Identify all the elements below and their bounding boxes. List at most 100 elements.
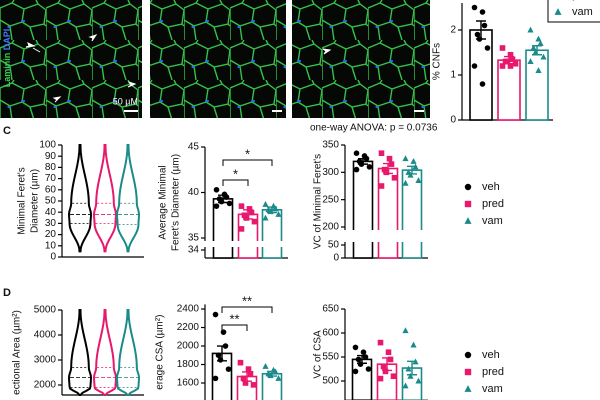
y-tick-label: 3000 <box>34 355 57 366</box>
point <box>410 158 417 164</box>
point <box>262 200 269 207</box>
y-tick-label: 500 <box>322 376 339 387</box>
y-tick-label: 350 <box>322 140 339 151</box>
y-tick-label: 550 <box>322 352 339 363</box>
point <box>212 311 219 318</box>
micrograph <box>292 0 430 118</box>
point <box>365 366 372 372</box>
point <box>464 351 472 359</box>
legend-label: vam <box>482 383 503 395</box>
y-tick-label: 1800 <box>177 359 200 370</box>
point <box>481 22 488 29</box>
point <box>471 4 478 11</box>
bar <box>497 59 521 121</box>
point <box>262 214 269 221</box>
violin <box>93 144 117 253</box>
point <box>407 171 414 178</box>
point <box>535 35 542 42</box>
point <box>464 200 472 208</box>
point <box>385 349 392 355</box>
y-tick-label: 20 <box>45 229 57 240</box>
significance-bracket <box>221 324 248 331</box>
point <box>405 365 412 372</box>
anova-note: one-way ANOVA: p = 0.0736 <box>310 123 438 134</box>
point <box>509 56 516 63</box>
point <box>383 169 390 176</box>
point <box>554 8 562 15</box>
point <box>238 226 245 232</box>
point <box>402 179 409 186</box>
point <box>251 218 258 225</box>
point <box>464 217 472 224</box>
point <box>484 45 491 51</box>
axis-break <box>339 230 426 242</box>
y-tick-label: 5000 <box>34 305 57 316</box>
point <box>507 63 514 69</box>
legend-label: pred <box>482 198 504 210</box>
point <box>537 40 544 47</box>
y-tick-label: 40 <box>188 187 200 198</box>
violin <box>68 309 92 396</box>
stain-labels: Laminin DAPI <box>2 29 12 88</box>
point <box>390 373 397 379</box>
bar <box>352 160 374 259</box>
point <box>415 177 422 184</box>
micrographs: 50 µM Laminin DAPI <box>0 0 430 118</box>
y-tick-label: 650 <box>322 304 339 315</box>
y-tick-label: 1600 <box>177 378 200 389</box>
significance-label: * <box>245 146 250 161</box>
y-tick-label: 4000 <box>34 330 57 341</box>
point <box>262 362 269 369</box>
point <box>213 186 220 193</box>
point <box>238 203 245 209</box>
point <box>507 51 514 58</box>
point <box>352 344 359 351</box>
y-tick-label: 34 <box>188 245 200 256</box>
point <box>386 155 393 162</box>
point <box>378 150 385 156</box>
point <box>353 166 360 173</box>
y-tick-label: 300 <box>322 167 339 178</box>
y-tick-label: 60 <box>45 184 57 195</box>
point <box>380 363 387 370</box>
y-tick-label: 2200 <box>177 322 200 333</box>
y-tick-label: 40 <box>45 207 57 218</box>
point <box>272 368 279 375</box>
significance-bracket <box>222 159 273 166</box>
stain-label: DAPI <box>2 29 12 51</box>
point <box>360 349 367 356</box>
point <box>358 161 365 167</box>
point <box>215 352 222 359</box>
point <box>222 343 229 349</box>
point <box>410 341 417 348</box>
bar <box>377 167 399 259</box>
point <box>237 359 244 366</box>
point <box>387 356 394 363</box>
point <box>212 375 219 382</box>
point <box>248 209 255 216</box>
y-tick-label: 200 <box>322 222 339 233</box>
point <box>499 45 506 51</box>
y-axis-label: VC of Minimal Feret's <box>313 154 324 249</box>
legend-label: veh <box>482 181 500 193</box>
violin <box>93 309 117 396</box>
point <box>382 368 389 375</box>
point <box>378 183 385 189</box>
point <box>471 63 478 69</box>
point <box>355 356 362 363</box>
point <box>402 327 409 334</box>
point <box>464 183 472 191</box>
point <box>267 208 274 215</box>
point <box>474 31 481 38</box>
point <box>217 357 224 363</box>
y-axis-label: Diameter (µm) <box>30 169 41 233</box>
y-tick-label: 1 <box>450 70 456 81</box>
point <box>242 380 249 386</box>
point <box>352 368 359 375</box>
point <box>353 150 360 156</box>
point <box>412 163 419 170</box>
point <box>527 26 534 33</box>
violin <box>68 144 92 253</box>
point <box>272 205 279 212</box>
point <box>512 60 519 67</box>
